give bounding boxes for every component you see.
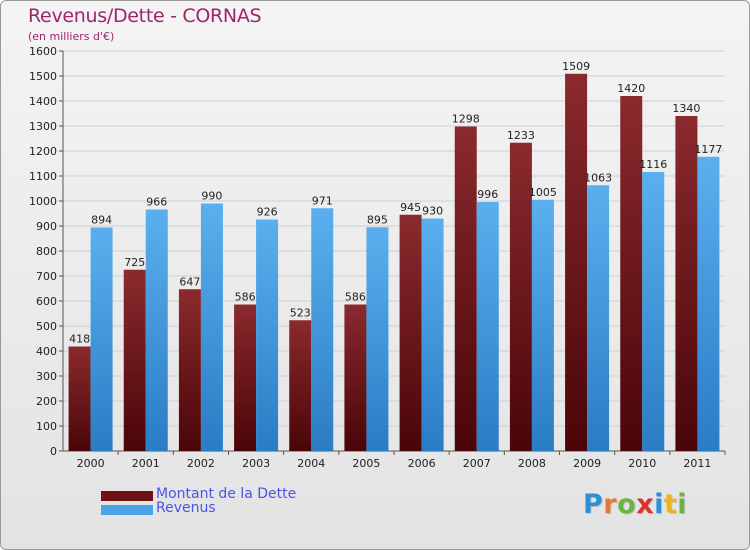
value-label-revenus: 1116 xyxy=(639,158,667,171)
x-tick-label: 2006 xyxy=(408,457,436,470)
y-tick-label: 100 xyxy=(36,420,57,433)
bar-revenus xyxy=(587,185,610,451)
value-label-revenus: 1005 xyxy=(529,186,557,199)
legend-label-revenus: Revenus xyxy=(156,500,216,516)
bar-dette xyxy=(344,304,367,451)
bar-dette xyxy=(399,214,422,451)
proxiti-logo: Proxiti xyxy=(583,489,687,520)
x-tick-label: 2004 xyxy=(297,457,325,470)
bar-dette xyxy=(289,320,312,451)
y-tick-label: 500 xyxy=(36,320,57,333)
value-label-revenus: 996 xyxy=(477,188,498,201)
bar-dette xyxy=(123,269,146,451)
y-tick-label: 0 xyxy=(50,445,57,458)
value-label-dette: 1340 xyxy=(672,102,700,115)
logo-letter: r xyxy=(603,489,618,520)
bar-dette xyxy=(454,126,477,451)
bar-revenus xyxy=(256,219,279,451)
logo-letter: o xyxy=(617,489,637,520)
bar-revenus xyxy=(421,218,444,451)
value-label-dette: 945 xyxy=(400,201,421,214)
y-tick-label: 300 xyxy=(36,370,57,383)
x-tick-label: 2003 xyxy=(242,457,270,470)
value-label-dette: 1420 xyxy=(617,82,645,95)
bar-revenus xyxy=(145,209,168,451)
y-tick-label: 1000 xyxy=(29,195,57,208)
value-label-dette: 1509 xyxy=(562,60,590,73)
y-tick-label: 900 xyxy=(36,220,57,233)
value-label-dette: 725 xyxy=(124,256,145,269)
value-label-dette: 647 xyxy=(179,275,200,288)
x-tick-label: 2009 xyxy=(573,457,601,470)
value-label-revenus: 930 xyxy=(422,205,443,218)
bar-revenus xyxy=(697,156,720,451)
value-label-dette: 586 xyxy=(235,291,256,304)
y-tick-label: 1300 xyxy=(29,120,57,133)
value-label-revenus: 971 xyxy=(312,194,333,207)
value-label-revenus: 926 xyxy=(257,206,278,219)
y-tick-label: 800 xyxy=(36,245,57,258)
value-label-revenus: 990 xyxy=(201,190,222,203)
logo-letter: t xyxy=(663,489,678,520)
logo-letter: P xyxy=(583,489,604,520)
x-tick-label: 2000 xyxy=(77,457,105,470)
bar-revenus xyxy=(642,172,665,451)
x-tick-label: 2005 xyxy=(352,457,380,470)
legend-label-dette: Montant de la Dette xyxy=(156,486,297,502)
bar-dette xyxy=(509,142,532,451)
y-tick-label: 1400 xyxy=(29,95,57,108)
value-label-dette: 586 xyxy=(345,291,366,304)
legend-swatch-dette xyxy=(101,491,153,501)
bar-revenus xyxy=(366,227,389,451)
value-label-dette: 523 xyxy=(290,306,311,319)
x-tick-label: 2010 xyxy=(628,457,656,470)
value-label-revenus: 894 xyxy=(91,214,112,227)
bar-revenus xyxy=(531,199,554,451)
y-tick-label: 600 xyxy=(36,295,57,308)
y-tick-label: 700 xyxy=(36,270,57,283)
bar-revenus xyxy=(90,227,113,451)
logo-letter: i xyxy=(654,489,664,520)
bar-dette xyxy=(565,73,588,451)
bar-revenus xyxy=(476,202,499,451)
chart-title: Revenus/Dette - CORNAS xyxy=(28,5,262,27)
value-label-dette: 1298 xyxy=(452,113,480,126)
bar-revenus xyxy=(311,208,334,451)
x-tick-label: 2008 xyxy=(518,457,546,470)
bar-dette xyxy=(68,346,91,451)
logo-letter: x xyxy=(636,489,655,520)
y-tick-label: 1100 xyxy=(29,170,57,183)
y-tick-label: 1500 xyxy=(29,70,57,83)
x-tick-label: 2007 xyxy=(463,457,491,470)
bar-dette xyxy=(620,96,643,451)
legend-swatch-revenus xyxy=(101,505,153,515)
y-tick-label: 1200 xyxy=(29,145,57,158)
y-tick-label: 200 xyxy=(36,395,57,408)
chart-subtitle: (en milliers d'€) xyxy=(28,30,115,43)
x-tick-label: 2001 xyxy=(132,457,160,470)
value-label-dette: 1233 xyxy=(507,129,535,142)
value-label-revenus: 895 xyxy=(367,213,388,226)
value-label-revenus: 1177 xyxy=(694,143,722,156)
x-tick-label: 2002 xyxy=(187,457,215,470)
y-tick-label: 1600 xyxy=(29,45,57,58)
value-label-revenus: 966 xyxy=(146,196,167,209)
bar-dette xyxy=(178,289,201,451)
y-tick-label: 400 xyxy=(36,345,57,358)
value-label-revenus: 1063 xyxy=(584,171,612,184)
value-label-dette: 418 xyxy=(69,333,90,346)
bar-dette xyxy=(234,304,257,451)
x-tick-label: 2011 xyxy=(683,457,711,470)
logo-letter: i xyxy=(677,489,688,520)
bar-dette xyxy=(675,116,698,451)
bar-revenus xyxy=(200,203,223,451)
